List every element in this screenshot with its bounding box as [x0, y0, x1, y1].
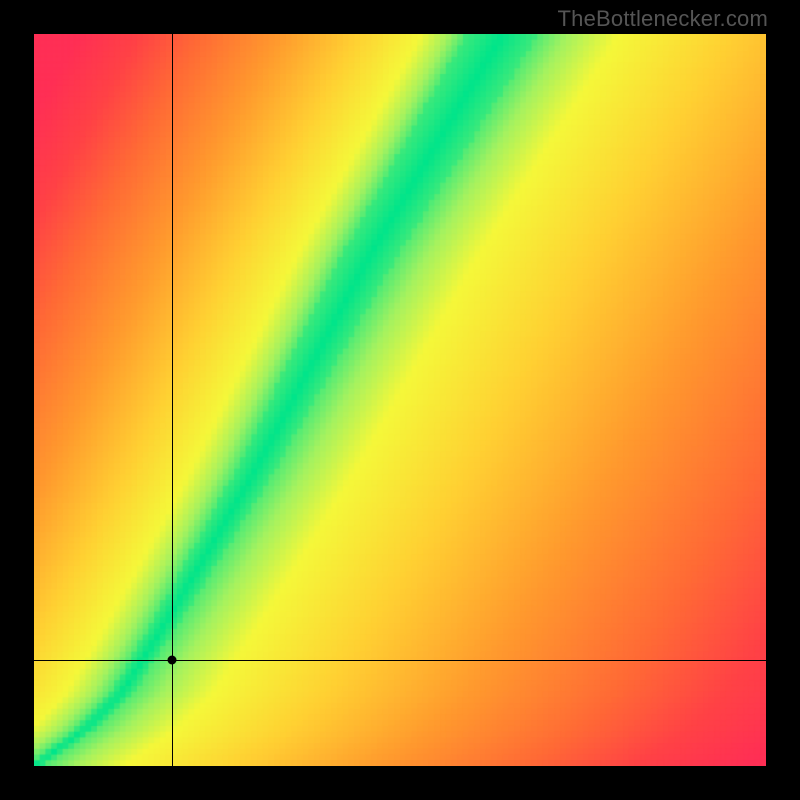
- watermark: TheBottlenecker.com: [558, 6, 768, 32]
- bottleneck-heatmap: [34, 34, 766, 766]
- crosshair-horizontal: [34, 660, 766, 661]
- selected-point: [167, 655, 176, 664]
